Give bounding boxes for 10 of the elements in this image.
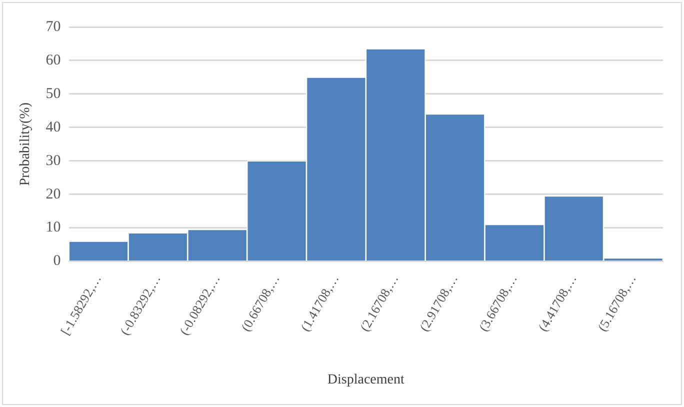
y-tick-label: 30 [46,152,61,169]
y-tick-label: 10 [46,220,61,236]
y-tick-label: 20 [46,186,61,202]
y-tick-label: 40 [46,119,61,136]
y-tick-label: 60 [46,52,61,68]
y-tick-label: 0 [53,253,61,270]
y-axis-title: Probability(%) [18,102,34,186]
y-tick-label: 70 [46,18,61,35]
y-tick-label: 50 [46,86,61,102]
x-axis-title: Displacement [327,372,404,388]
